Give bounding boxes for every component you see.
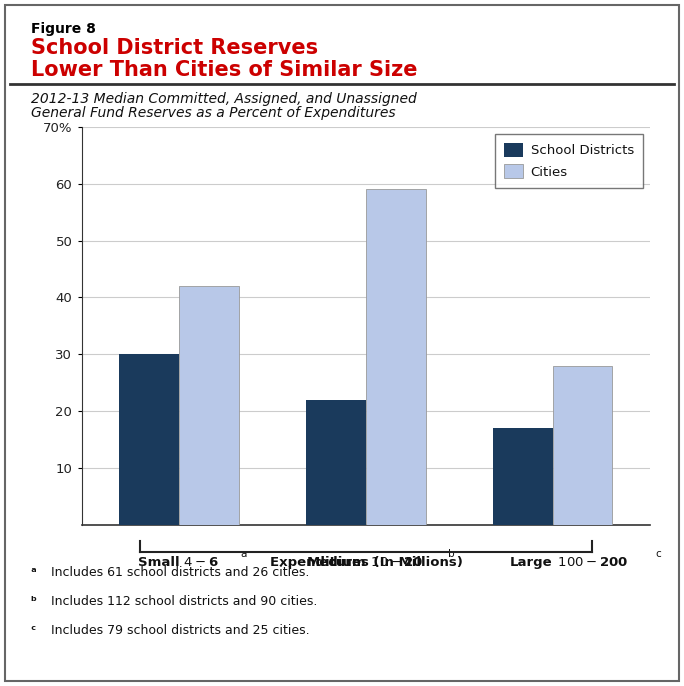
Text: Figure 8: Figure 8 xyxy=(31,22,96,36)
Text: Expenditures (In Millions): Expenditures (In Millions) xyxy=(269,556,462,569)
Bar xyxy=(306,400,366,525)
Bar xyxy=(120,354,179,525)
Bar xyxy=(179,286,239,525)
Text: c: c xyxy=(655,549,661,558)
Text: $4-$6: $4-$6 xyxy=(179,556,219,569)
Text: Medium: Medium xyxy=(306,556,366,569)
Text: 2012-13 Median Committed, Assigned, and Unassigned: 2012-13 Median Committed, Assigned, and … xyxy=(31,92,417,106)
Text: a: a xyxy=(241,549,247,558)
Text: General Fund Reserves as a Percent of Expenditures: General Fund Reserves as a Percent of Ex… xyxy=(31,106,395,120)
Text: ᵃ: ᵃ xyxy=(31,566,36,579)
Text: Large: Large xyxy=(510,556,553,569)
Bar xyxy=(366,189,425,525)
Text: b: b xyxy=(448,549,455,558)
Text: Includes 79 school districts and 25 cities.: Includes 79 school districts and 25 citi… xyxy=(51,624,310,637)
Text: Includes 61 school districts and 26 cities.: Includes 61 school districts and 26 citi… xyxy=(51,566,310,579)
Bar xyxy=(553,366,612,525)
Text: $10-$20: $10-$20 xyxy=(366,556,423,569)
Text: Small: Small xyxy=(137,556,179,569)
Legend: School Districts, Cities: School Districts, Cities xyxy=(495,134,643,188)
Text: School District Reserves: School District Reserves xyxy=(31,38,318,58)
Text: Lower Than Cities of Similar Size: Lower Than Cities of Similar Size xyxy=(31,60,417,80)
Text: Includes 112 school districts and 90 cities.: Includes 112 school districts and 90 cit… xyxy=(51,595,317,608)
Bar xyxy=(493,428,553,525)
Text: $100-$200: $100-$200 xyxy=(553,556,628,569)
Text: ᵇ: ᵇ xyxy=(31,595,37,608)
Text: ᶜ: ᶜ xyxy=(31,624,36,637)
